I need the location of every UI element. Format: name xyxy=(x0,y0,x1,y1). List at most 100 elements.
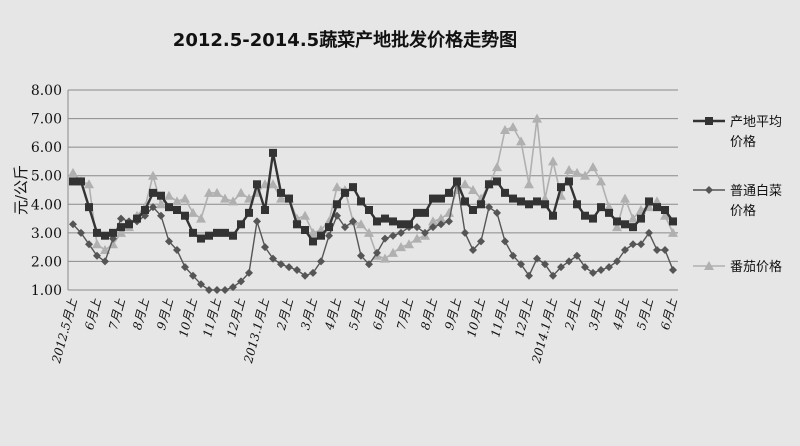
data-point-triangle xyxy=(436,213,446,223)
y-tick-label: 5.00 xyxy=(31,169,62,185)
data-point-diamond xyxy=(293,266,301,274)
data-point-square xyxy=(93,228,101,237)
y-tick-label: 4.00 xyxy=(31,197,62,213)
series-line xyxy=(72,180,674,291)
data-point-diamond xyxy=(309,268,317,277)
data-point-triangle xyxy=(492,162,502,172)
data-point-diamond xyxy=(645,228,653,237)
x-tick-label: 6月上 xyxy=(658,296,680,331)
data-point-square xyxy=(341,188,349,197)
x-tick-label: 3月上 xyxy=(298,296,320,331)
data-point-square xyxy=(189,228,197,237)
data-point-diamond xyxy=(237,277,245,286)
data-point-square xyxy=(205,231,213,240)
series-line xyxy=(72,117,674,260)
data-point-triangle xyxy=(308,227,318,237)
data-point-square xyxy=(349,183,357,192)
data-point-square xyxy=(181,211,189,220)
data-point-square xyxy=(613,217,621,226)
data-point-triangle xyxy=(92,239,102,249)
legend-label: 价格 xyxy=(730,134,756,150)
data-point-diamond xyxy=(325,231,333,240)
data-point-triangle xyxy=(148,170,158,180)
data-point-triangle xyxy=(444,207,454,217)
data-point-diamond xyxy=(173,246,181,254)
series-layer xyxy=(68,113,678,294)
data-point-square xyxy=(293,220,301,229)
data-point-diamond xyxy=(101,257,109,266)
data-point-square xyxy=(525,200,533,209)
data-point-square xyxy=(357,197,365,206)
data-point-diamond xyxy=(429,223,437,232)
data-point-square xyxy=(589,214,597,223)
data-point-square xyxy=(221,228,229,237)
data-point-square xyxy=(541,200,549,209)
data-point-diamond xyxy=(205,286,213,294)
data-point-square xyxy=(285,194,293,203)
data-point-square xyxy=(229,231,237,240)
data-point-square xyxy=(605,208,613,217)
data-point-diamond xyxy=(213,286,221,294)
x-tick-label: 10月上 xyxy=(176,296,200,339)
data-point-square xyxy=(469,206,477,214)
y-tick-label: 8.00 xyxy=(31,83,62,99)
data-point-triangle xyxy=(396,242,406,252)
data-point-square xyxy=(453,177,461,186)
data-point-diamond xyxy=(253,217,261,226)
y-axis-label: 元/公斤 xyxy=(12,165,30,215)
data-point-diamond xyxy=(181,263,189,272)
x-tick-label: 8月上 xyxy=(130,296,152,331)
data-point-square xyxy=(69,177,77,186)
x-tick-label: 7月上 xyxy=(394,296,416,331)
chart-title: 2012.5-2014.5蔬菜产地批发价格走势图 xyxy=(173,29,517,51)
data-point-diamond xyxy=(317,257,325,266)
x-tick-label: 5月上 xyxy=(346,296,368,331)
data-point-square xyxy=(101,231,109,240)
data-point-square xyxy=(253,180,261,189)
data-point-square xyxy=(269,148,277,157)
data-point-diamond xyxy=(565,257,573,266)
data-point-square xyxy=(461,197,469,206)
data-point-diamond xyxy=(493,208,501,217)
data-point-diamond xyxy=(149,203,157,212)
data-point-triangle xyxy=(356,219,366,229)
data-point-diamond xyxy=(541,260,549,269)
x-tick-label: 4月上 xyxy=(322,296,344,332)
data-point-triangle xyxy=(404,239,414,249)
data-point-square xyxy=(85,203,93,212)
x-tick-label: 6月上 xyxy=(82,296,104,331)
series-triangle xyxy=(68,113,678,263)
x-tick-label: 11月上 xyxy=(200,296,224,339)
data-point-diamond xyxy=(285,263,293,272)
data-point-square xyxy=(261,206,269,214)
data-point-diamond xyxy=(445,217,453,226)
y-tick-label: 3.00 xyxy=(31,226,62,242)
series-diamond xyxy=(69,177,677,294)
data-point-diamond xyxy=(333,211,341,220)
data-point-diamond xyxy=(509,251,517,260)
data-point-square xyxy=(381,214,389,223)
x-tick-label: 11月上 xyxy=(488,296,512,339)
data-point-triangle xyxy=(564,165,574,174)
data-point-triangle xyxy=(196,213,206,223)
data-point-diamond xyxy=(557,263,565,272)
data-point-triangle xyxy=(332,182,342,192)
data-point-triangle xyxy=(468,185,478,194)
data-point-diamond xyxy=(197,280,205,289)
data-point-triangle xyxy=(412,233,422,243)
data-point-triangle xyxy=(628,213,638,223)
data-point-diamond xyxy=(485,203,493,212)
data-point-square xyxy=(661,206,669,214)
data-point-diamond xyxy=(261,243,269,252)
data-point-diamond xyxy=(581,263,589,272)
data-point-square xyxy=(549,211,557,220)
x-tick-label: 10月上 xyxy=(464,296,488,339)
data-point-triangle xyxy=(364,227,374,237)
data-point-triangle xyxy=(532,113,542,123)
legend-label: 产地平均 xyxy=(730,115,782,130)
data-point-triangle xyxy=(156,199,166,209)
data-point-diamond xyxy=(413,223,421,232)
data-point-square xyxy=(365,206,373,214)
